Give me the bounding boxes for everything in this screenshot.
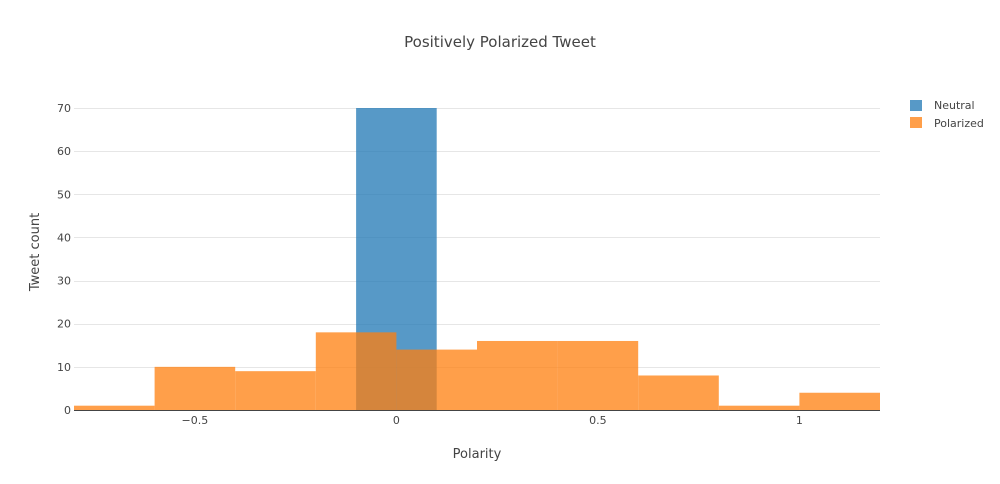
legend-item-polarized[interactable]: Polarized [910,117,984,130]
y-tick-label: 70 [57,102,71,115]
x-tick-label: 0.5 [589,414,607,427]
bar-polarized[interactable] [235,371,316,410]
y-tick-label: 0 [64,404,71,417]
legend-label-polarized: Polarized [934,117,984,130]
bar-polarized[interactable] [557,340,639,410]
legend-swatch-neutral [910,100,922,111]
x-tick-label: 0 [393,414,400,427]
x-tick-label: −0.5 [182,414,209,427]
bar-polarized[interactable] [638,375,719,410]
y-axis-title: Tweet count [28,213,43,292]
y-tick-label: 60 [57,145,71,158]
y-tick-label: 30 [57,275,71,288]
grid-lines [74,108,880,368]
bar-polarized[interactable] [315,332,397,410]
x-tick-labels: −0.5 0 0.5 1 [182,414,803,427]
bar-polarized[interactable] [718,405,800,410]
y-tick-label: 40 [57,231,71,244]
bar-polarized[interactable] [799,392,880,410]
x-axis-title: Polarity [453,447,502,462]
legend-item-neutral[interactable]: Neutral [910,99,975,112]
bar-polarized[interactable] [154,366,236,410]
bar-polarized[interactable] [396,349,477,410]
y-tick-label: 10 [57,361,71,374]
bar-polarized[interactable] [477,340,558,410]
x-tick-label: 1 [796,414,803,427]
legend-label-neutral: Neutral [934,99,975,112]
y-tick-labels: 0 10 20 30 40 50 60 70 [57,102,71,417]
legend[interactable]: Neutral Polarized [910,99,984,130]
legend-swatch-polarized [910,117,922,128]
histogram-bars [74,108,880,410]
y-tick-label: 20 [57,318,71,331]
bar-polarized[interactable] [74,405,155,410]
chart-title: Positively Polarized Tweet [404,33,596,51]
y-tick-label: 50 [57,188,71,201]
